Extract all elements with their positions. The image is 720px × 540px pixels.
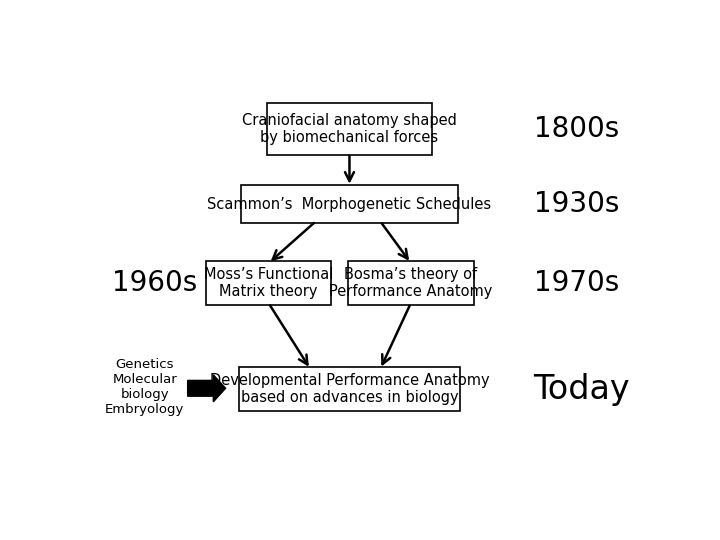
Text: Genetics
Molecular
biology
Embryology: Genetics Molecular biology Embryology [105,358,184,416]
Text: 1930s: 1930s [534,190,619,218]
Text: 1960s: 1960s [112,269,197,297]
FancyBboxPatch shape [239,367,459,411]
Text: Scammon’s  Morphogenetic Schedules: Scammon’s Morphogenetic Schedules [207,197,492,212]
Text: Developmental Performance Anatomy
based on advances in biology: Developmental Performance Anatomy based … [210,373,490,406]
FancyBboxPatch shape [267,103,432,155]
FancyBboxPatch shape [240,185,459,223]
FancyBboxPatch shape [206,261,331,305]
Text: Today: Today [534,373,630,406]
Text: 1800s: 1800s [534,115,619,143]
Text: Moss’s Functional
Matrix theory: Moss’s Functional Matrix theory [204,267,333,299]
Text: 1970s: 1970s [534,269,619,297]
Text: Craniofacial anatomy shaped
by biomechanical forces: Craniofacial anatomy shaped by biomechan… [242,113,457,145]
FancyArrow shape [188,375,225,402]
FancyBboxPatch shape [348,261,474,305]
Text: Bosma’s theory of
Performance Anatomy: Bosma’s theory of Performance Anatomy [329,267,492,299]
